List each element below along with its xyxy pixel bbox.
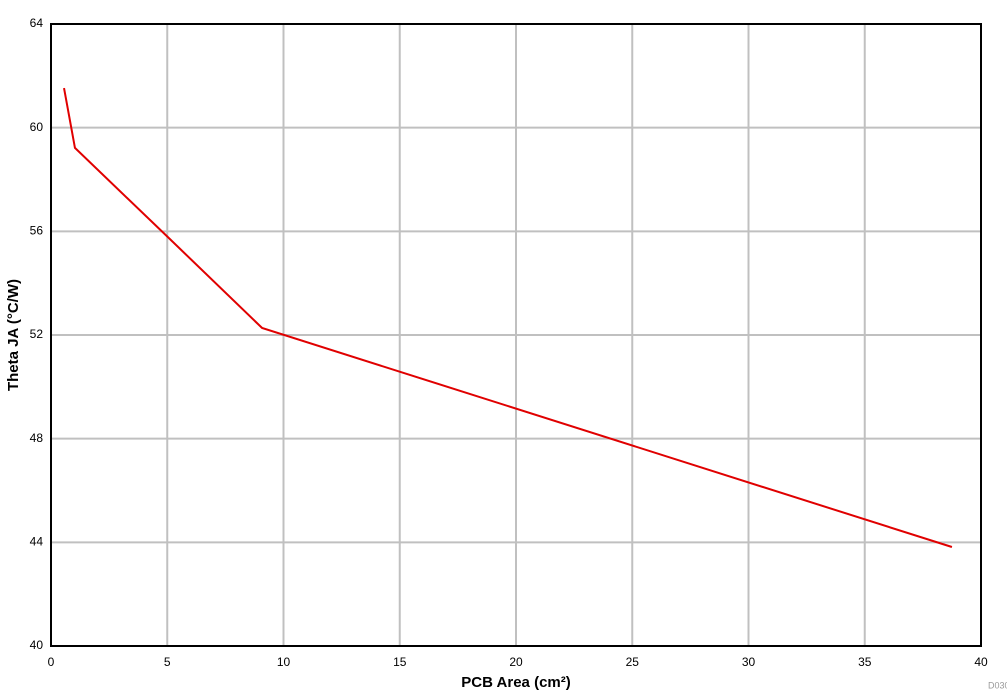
plot-frame <box>50 23 982 647</box>
x-tick-label: 0 <box>48 655 55 669</box>
note: D030 <box>988 680 1007 690</box>
x-tick-label: 10 <box>277 655 291 669</box>
y-tick-label: 44 <box>30 535 44 549</box>
y-tick-label: 56 <box>30 224 44 238</box>
x-tick-label: 15 <box>393 655 407 669</box>
x-tick-label: 30 <box>742 655 756 669</box>
x-tick-label: 5 <box>164 655 171 669</box>
x-tick-label: 25 <box>626 655 640 669</box>
y-axis-label: Theta JA (°C/W) <box>5 279 22 391</box>
x-tick-label: 40 <box>974 655 988 669</box>
y-tick-label: 48 <box>30 431 44 445</box>
x-tick-label: 35 <box>858 655 872 669</box>
y-tick-label: 40 <box>30 638 44 652</box>
x-axis-label: PCB Area (cm²) <box>461 674 570 691</box>
y-tick-label: 52 <box>30 327 44 341</box>
y-tick-label: 60 <box>30 120 44 134</box>
x-tick-label: 20 <box>509 655 523 669</box>
y-tick-label: 64 <box>30 16 44 30</box>
data-line <box>63 87 953 548</box>
